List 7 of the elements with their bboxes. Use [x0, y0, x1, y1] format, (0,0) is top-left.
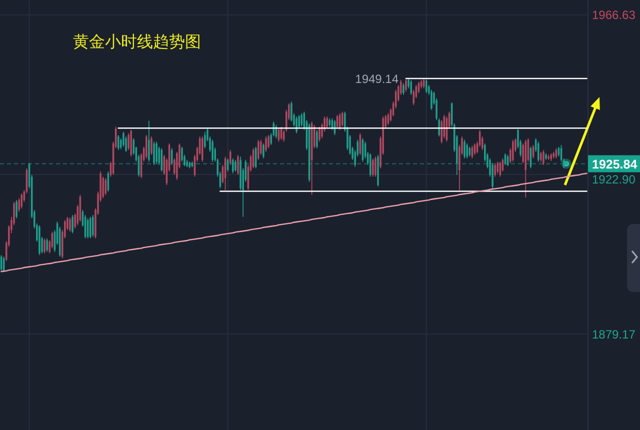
annotation: 1949.14 — [355, 72, 399, 86]
text: 黄金小时线趋势图 — [73, 33, 201, 51]
y-tick-label: 1879.17 — [592, 327, 636, 342]
ref-line-label: 1925.84 — [588, 155, 640, 172]
y-tick-label: 1966.63 — [592, 8, 636, 22]
y-tick-label: 1922.90 — [592, 172, 636, 186]
ref-line-label: 1925.84 — [592, 157, 638, 172]
